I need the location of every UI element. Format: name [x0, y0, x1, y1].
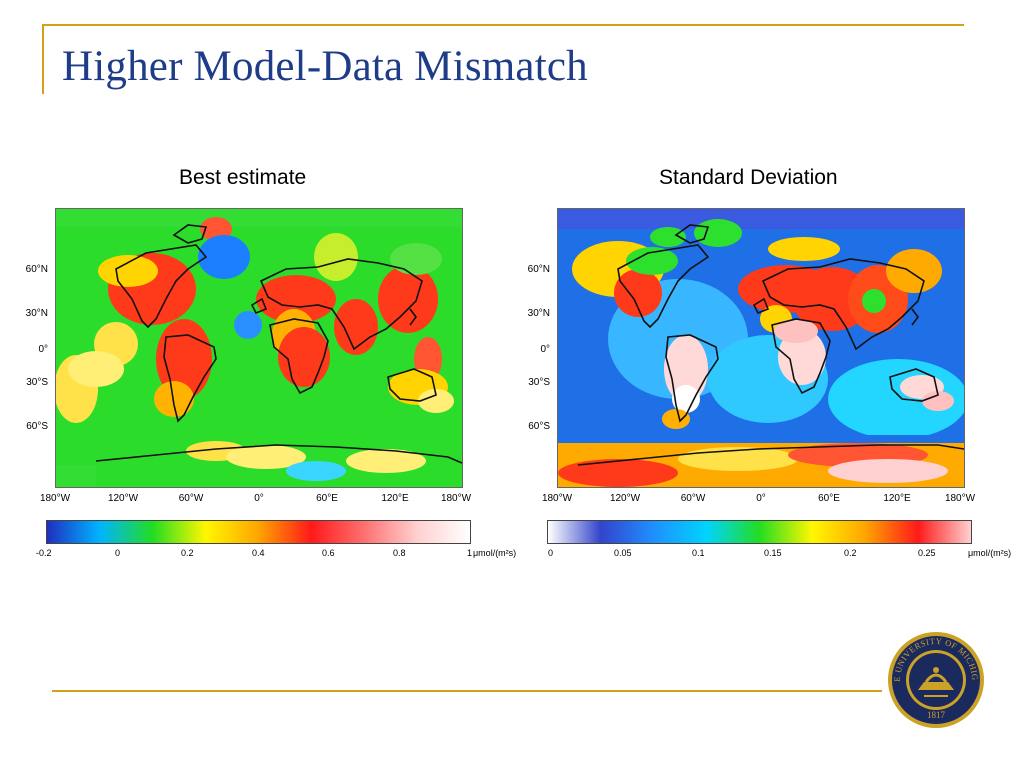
- lon-label: 120°W: [107, 493, 139, 504]
- lat-label: 30°N: [527, 308, 550, 319]
- colorbar-tick: 0.4: [252, 548, 265, 558]
- lat-label: 30°S: [26, 377, 48, 388]
- left-map-title: Best estimate: [179, 166, 307, 189]
- lon-label: 60°W: [178, 493, 204, 504]
- lon-label: 120°E: [883, 493, 911, 504]
- colorbar-tick: 0.1: [692, 548, 705, 558]
- lat-label: 60°S: [528, 421, 550, 432]
- lat-label: 60°S: [26, 421, 48, 432]
- lat-label: 60°N: [25, 264, 48, 275]
- lon-label: 60°W: [680, 493, 706, 504]
- side-accent-rule: [42, 24, 44, 94]
- lon-label: 180°W: [39, 493, 71, 504]
- colorbar-tick: 0: [115, 548, 121, 558]
- lon-label: 60°E: [818, 493, 840, 504]
- lat-label: 0°: [540, 344, 550, 355]
- lon-label: 120°E: [381, 493, 409, 504]
- colorbar-tick: 0.25: [918, 548, 936, 558]
- colorbar-tick: 0.2: [181, 548, 194, 558]
- colorbar-tick: 0.8: [393, 548, 406, 558]
- colorbar-tick: 0.6: [322, 548, 335, 558]
- lat-label: 30°N: [25, 308, 48, 319]
- lat-label: 60°N: [527, 264, 550, 275]
- slide-title: Higher Model-Data Mismatch: [62, 43, 588, 90]
- best-estimate-map: [55, 208, 463, 488]
- colorbar-tick: 0.15: [764, 548, 782, 558]
- colorbar-tick: 1: [467, 548, 473, 558]
- colorbar-unit: μmol/(m²s): [473, 548, 517, 558]
- lon-label: 0°: [756, 493, 766, 504]
- lon-label: 120°W: [609, 493, 641, 504]
- lon-label: 180°W: [541, 493, 573, 504]
- colorbar-tick: 0.05: [614, 548, 632, 558]
- lat-label: 30°S: [528, 377, 550, 388]
- colorbar-tick: -0.2: [36, 548, 52, 558]
- top-accent-rule: [42, 24, 964, 26]
- colorbar-unit: μmol/(m²s): [968, 548, 1012, 558]
- bottom-accent-rule: [52, 690, 882, 692]
- lon-label: 0°: [254, 493, 264, 504]
- lon-label: 180°W: [944, 493, 976, 504]
- svg-text:1817: 1817: [927, 710, 946, 720]
- university-seal-logo: THE UNIVERSITY OF MICHIGAN 1817: [883, 622, 986, 730]
- best-estimate-colorbar: [46, 520, 471, 544]
- right-map-title: Standard Deviation: [659, 166, 838, 189]
- lon-label: 180°W: [440, 493, 472, 504]
- lat-label: 0°: [38, 344, 48, 355]
- colorbar-tick: 0: [548, 548, 554, 558]
- standard-deviation-map: [557, 208, 965, 488]
- lon-label: 60°E: [316, 493, 338, 504]
- colorbar-tick: 0.2: [844, 548, 857, 558]
- standard-deviation-colorbar: [547, 520, 972, 544]
